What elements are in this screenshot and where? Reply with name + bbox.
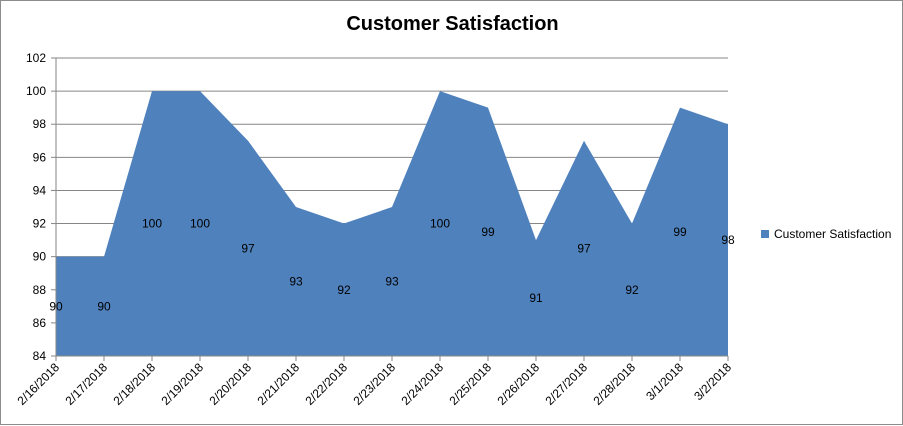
legend-label: Customer Satisfaction (774, 227, 892, 241)
series-area (56, 91, 728, 356)
data-label: 90 (49, 299, 63, 313)
x-tick-label: 2/28/2018 (590, 360, 638, 408)
y-tick-label: 86 (33, 316, 47, 330)
data-label: 100 (190, 217, 210, 231)
legend-swatch (761, 230, 769, 238)
data-label: 99 (673, 225, 687, 239)
y-tick-label: 84 (33, 349, 47, 363)
data-label: 92 (625, 283, 639, 297)
x-tick-label: 2/19/2018 (158, 360, 206, 408)
x-tick-label: 2/21/2018 (254, 360, 302, 408)
x-tick-label: 2/23/2018 (350, 360, 398, 408)
data-label: 100 (430, 217, 450, 231)
data-label: 98 (721, 233, 735, 247)
data-label: 100 (142, 217, 162, 231)
x-tick-label: 3/2/2018 (691, 360, 734, 403)
x-tick-label: 3/1/2018 (643, 360, 686, 403)
legend: Customer Satisfaction (761, 227, 891, 241)
x-tick-label: 2/16/2018 (14, 360, 62, 408)
x-tick-label: 2/26/2018 (494, 360, 542, 408)
x-tick-label: 2/22/2018 (302, 360, 350, 408)
data-label: 97 (241, 241, 255, 255)
data-label: 92 (337, 283, 351, 297)
x-tick-label: 2/20/2018 (206, 360, 254, 408)
data-label: 93 (385, 275, 399, 289)
chart-title: Customer Satisfaction (346, 13, 559, 35)
x-tick-label: 2/27/2018 (542, 360, 590, 408)
y-tick-label: 98 (33, 117, 47, 131)
y-tick-label: 90 (33, 250, 47, 264)
data-label: 91 (529, 291, 543, 305)
x-tick-label: 2/18/2018 (110, 360, 158, 408)
y-tick-label: 88 (33, 283, 47, 297)
y-tick-label: 92 (33, 217, 47, 231)
y-tick-label: 100 (26, 84, 46, 98)
x-tick-label: 2/24/2018 (398, 360, 446, 408)
y-tick-label: 94 (33, 183, 47, 197)
y-tick-label: 102 (26, 51, 46, 65)
data-label: 97 (577, 241, 591, 255)
y-tick-label: 96 (33, 150, 47, 164)
x-tick-label: 2/17/2018 (62, 360, 110, 408)
x-tick-label: 2/25/2018 (446, 360, 494, 408)
data-label: 93 (289, 275, 303, 289)
data-label: 99 (481, 225, 495, 239)
data-label: 90 (97, 299, 111, 313)
